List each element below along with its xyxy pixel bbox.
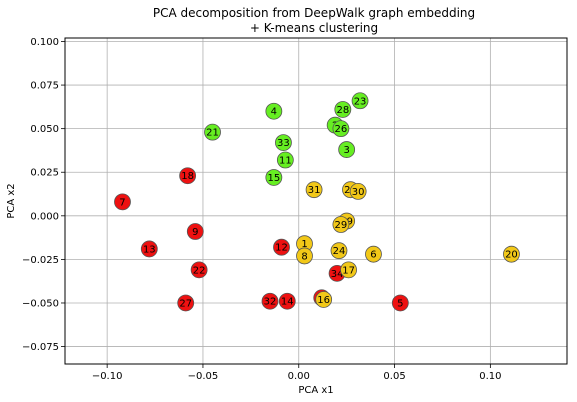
data-point-label: 22: [193, 265, 206, 276]
x-tick-label: 0.00: [288, 371, 310, 382]
data-point-label: 7: [119, 197, 125, 208]
y-tick-label: −0.050: [22, 298, 59, 309]
data-point-label: 14: [281, 297, 294, 308]
y-tick-label: 0.100: [30, 37, 59, 48]
data-point-label: 12: [275, 243, 288, 254]
data-point-label: 32: [264, 297, 277, 308]
data-point-label: 21: [206, 128, 219, 139]
data-point-label: 23: [354, 96, 367, 107]
data-point-label: 33: [277, 138, 290, 149]
data-point-label: 4: [271, 107, 277, 118]
data-point-label: 16: [317, 295, 330, 306]
data-point-label: 26: [335, 124, 348, 135]
chart-title-line1: PCA decomposition from DeepWalk graph em…: [153, 6, 475, 20]
data-point-label: 11: [279, 156, 292, 167]
chart-title-line2: + K-means clustering: [250, 21, 378, 35]
y-axis-label: PCA x2: [6, 183, 17, 218]
y-tick-label: 0.000: [30, 211, 59, 222]
x-axis-label: PCA x1: [298, 385, 333, 396]
data-point-label: 15: [267, 173, 280, 184]
x-tick-label: 0.05: [383, 371, 405, 382]
data-point-label: 8: [301, 251, 307, 262]
y-tick-label: 0.075: [30, 81, 59, 92]
data-point-label: 18: [181, 171, 194, 182]
data-point-label: 9: [192, 227, 198, 238]
data-point-label: 13: [143, 244, 156, 255]
y-tick-label: −0.075: [22, 342, 59, 353]
data-point-label: 30: [352, 187, 365, 198]
data-point-label: 27: [179, 298, 192, 309]
x-tick-label: −0.10: [92, 371, 123, 382]
data-point-label: 6: [370, 250, 376, 261]
data-point-label: 17: [342, 265, 355, 276]
data-point-label: 20: [505, 250, 518, 261]
y-tick-label: 0.025: [30, 168, 59, 179]
data-point-label: 5: [397, 298, 403, 309]
x-tick-label: −0.05: [188, 371, 219, 382]
y-tick-label: −0.025: [22, 255, 59, 266]
x-tick-label: 0.10: [479, 371, 501, 382]
y-tick-label: 0.050: [30, 124, 59, 135]
data-point-label: 29: [335, 220, 348, 231]
data-point-label: 28: [336, 105, 349, 116]
data-point-label: 24: [333, 246, 346, 257]
data-point-label: 31: [308, 185, 321, 196]
data-point-label: 3: [343, 145, 349, 156]
